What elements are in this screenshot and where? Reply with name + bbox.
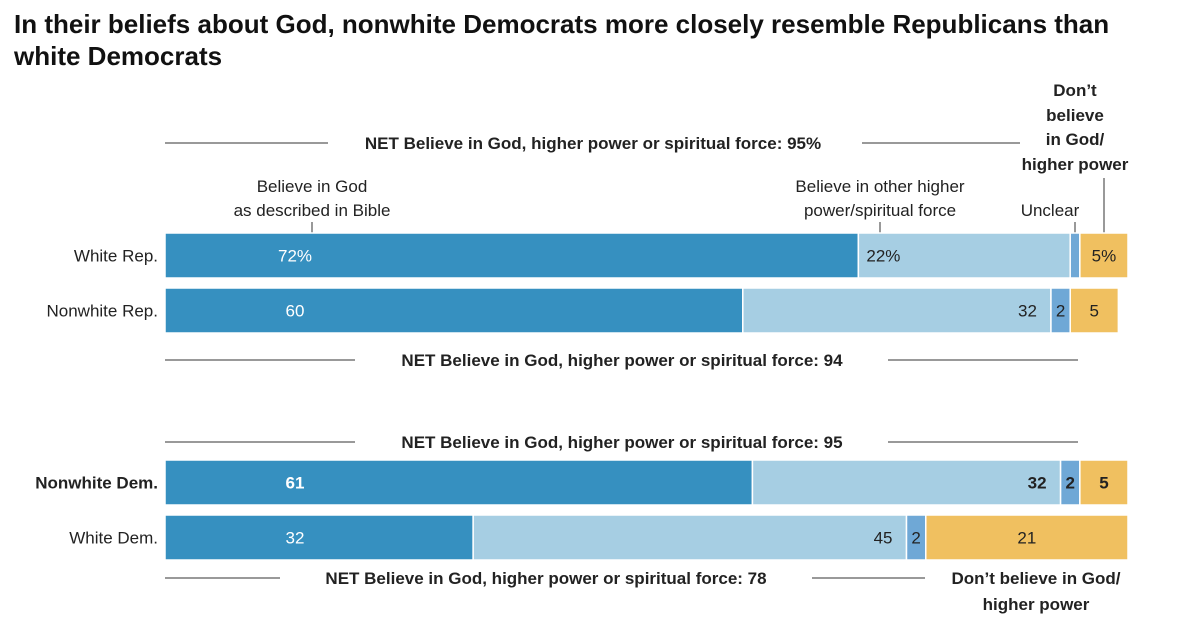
bar-segment	[164, 459, 754, 506]
bar-segment	[1069, 287, 1120, 334]
dont-believe-label: higher power	[983, 595, 1090, 614]
bar-segment	[1079, 459, 1129, 506]
data-label: 32	[1018, 302, 1037, 321]
data-label: 2	[911, 529, 920, 548]
header-dont-believe: higher power	[1022, 155, 1129, 174]
data-label: 5%	[1092, 247, 1117, 266]
data-label: 2	[1065, 474, 1074, 493]
data-label: 32	[286, 529, 305, 548]
category-label: White Rep.	[74, 247, 158, 266]
bar-segment	[472, 514, 908, 561]
header-other: power/spiritual force	[804, 201, 956, 220]
data-label: 32	[1028, 474, 1047, 493]
header-dont-believe: in God/	[1046, 130, 1105, 149]
header-dont-believe: believe	[1046, 106, 1104, 125]
data-label: 45	[874, 529, 893, 548]
net-label: NET Believe in God, higher power or spir…	[325, 569, 766, 588]
header-bible: Believe in God	[257, 177, 368, 196]
header-other: Believe in other higher	[795, 177, 965, 196]
data-label: 5	[1099, 474, 1108, 493]
net-label: NET Believe in God, higher power or spir…	[401, 351, 843, 370]
data-label: 72%	[278, 247, 312, 266]
bar-segment	[1069, 232, 1081, 279]
dont-believe-label: Don’t believe in God/	[951, 569, 1120, 588]
bar-segment	[925, 514, 1129, 561]
bar-segment	[751, 459, 1062, 506]
net-label: NET Believe in God, higher power or spir…	[365, 134, 821, 153]
data-label: 5	[1090, 302, 1099, 321]
data-label: 61	[286, 474, 305, 493]
bar-segment	[164, 287, 744, 334]
chart-title: In their beliefs about God, nonwhite Dem…	[14, 9, 1110, 71]
category-label: White Dem.	[69, 529, 158, 548]
bar-segment	[742, 287, 1052, 334]
bar-segment	[1079, 232, 1129, 279]
header-bible: as described in Bible	[234, 201, 391, 220]
data-label: 22%	[866, 247, 900, 266]
data-label: 60	[286, 302, 305, 321]
header-dont-believe: Don’t	[1053, 81, 1097, 100]
data-label: 2	[1056, 302, 1065, 321]
data-label: 21	[1017, 529, 1036, 548]
category-label: Nonwhite Rep.	[46, 302, 158, 321]
header-unclear: Unclear	[1021, 201, 1080, 220]
category-label: Nonwhite Dem.	[35, 474, 158, 493]
net-label: NET Believe in God, higher power or spir…	[401, 433, 842, 452]
bar-segment	[164, 232, 860, 279]
bar-segment	[164, 514, 474, 561]
